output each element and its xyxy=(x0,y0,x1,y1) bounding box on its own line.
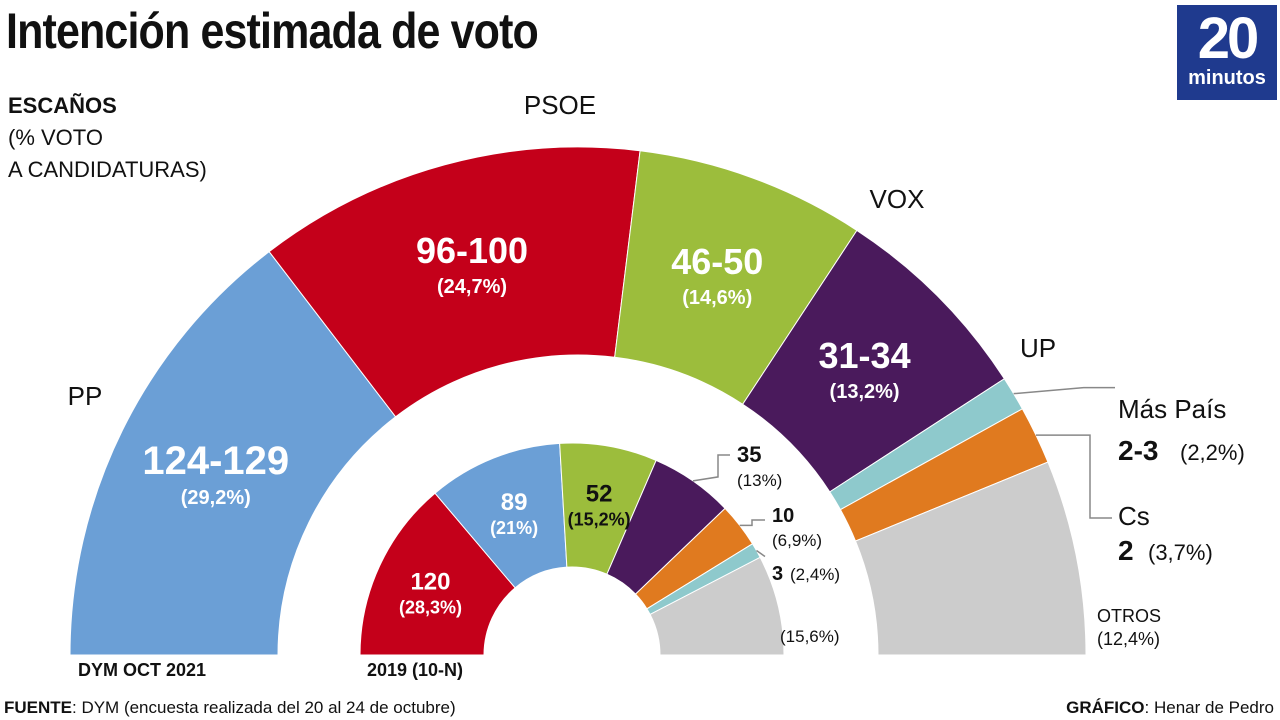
outer-pct-cs: (3,7%) xyxy=(1148,540,1213,565)
footer-source: FUENTE: DYM (encuesta realizada del 20 a… xyxy=(4,698,456,718)
inner-seats-psoe: 120 xyxy=(410,568,450,595)
key-vote-label-2: A CANDIDATURAS) xyxy=(8,157,207,182)
inner-seats-up: 35 xyxy=(737,442,761,467)
inner-pct-pp: (21%) xyxy=(490,518,538,538)
outer-party-label-pp: PP xyxy=(68,381,103,411)
inner-leader-up xyxy=(692,454,730,482)
logo-number: 20 xyxy=(1197,6,1260,71)
brand-logo: 20 minutos xyxy=(1177,5,1277,100)
key-vote-label-1: (% VOTO xyxy=(8,125,103,150)
inner-leader-mas-pais xyxy=(756,549,766,558)
outer-seats-vox: 46-50 xyxy=(671,241,763,282)
outer-slice-otros xyxy=(854,461,1087,656)
outer-seats-mas-pais: 2-3 xyxy=(1118,435,1158,466)
outer-pct-otros: (12,4%) xyxy=(1097,629,1160,649)
outer-pct-pp: (29,2%) xyxy=(181,487,251,509)
inner-pct-mas-pais: (2,4%) xyxy=(790,565,840,584)
outer-party-label-up: UP xyxy=(1020,333,1056,363)
inner-pct-cs: (6,9%) xyxy=(772,531,822,550)
outer-seats-psoe: 96-100 xyxy=(416,230,528,271)
inner-seats-cs: 10 xyxy=(772,505,794,527)
outer-party-label-cs: Cs xyxy=(1118,501,1150,531)
inner-chart-caption: 2019 (10-N) xyxy=(367,660,464,680)
outer-seats-pp: 124-129 xyxy=(142,439,289,483)
outer-seats-cs: 2 xyxy=(1118,535,1134,566)
inner-leader-cs xyxy=(739,519,765,527)
outer-pct-vox: (14,6%) xyxy=(682,287,752,309)
footer-credit-label: GRÁFICO xyxy=(1066,698,1145,717)
inner-pct-psoe: (28,3%) xyxy=(399,597,462,617)
chart-key: ESCAÑOS (% VOTO A CANDIDATURAS) xyxy=(8,90,207,186)
inner-pct-up: (13%) xyxy=(737,471,782,490)
outer-party-label-mas-pais: Más País xyxy=(1118,394,1226,424)
outer-pct-up: (13,2%) xyxy=(830,381,900,403)
inner-pct-vox: (15,2%) xyxy=(568,509,631,529)
logo-word: minutos xyxy=(1188,67,1266,89)
outer-pct-psoe: (24,7%) xyxy=(437,276,507,298)
outer-leader-cs xyxy=(1035,434,1112,519)
inner-pct-otros: (15,6%) xyxy=(780,627,840,646)
key-seats-label: ESCAÑOS xyxy=(8,93,117,118)
inner-seats-mas-pais: 3 xyxy=(772,563,783,585)
outer-pct-mas-pais: (2,2%) xyxy=(1180,440,1245,465)
outer-party-label-otros: OTROS xyxy=(1097,606,1161,626)
outer-chart-caption: DYM OCT 2021 xyxy=(78,660,207,680)
inner-seats-vox: 52 xyxy=(586,480,613,507)
outer-seats-up: 31-34 xyxy=(819,335,911,376)
footer-credit: GRÁFICO: Henar de Pedro xyxy=(1066,698,1274,718)
footer-source-label: FUENTE xyxy=(4,698,72,717)
outer-leader-mas-pais xyxy=(1013,386,1115,395)
footer-credit-text: : Henar de Pedro xyxy=(1144,698,1274,717)
page-title: Intención estimada de voto xyxy=(6,3,539,59)
footer-source-text: : DYM (encuesta realizada del 20 al 24 d… xyxy=(72,698,456,717)
outer-party-label-psoe: PSOE xyxy=(524,90,596,120)
outer-slice-pp xyxy=(69,250,397,656)
inner-slice-psoe xyxy=(359,492,516,656)
outer-party-label-vox: VOX xyxy=(870,184,925,214)
inner-slice-otros xyxy=(649,556,785,656)
inner-seats-pp: 89 xyxy=(501,489,528,516)
